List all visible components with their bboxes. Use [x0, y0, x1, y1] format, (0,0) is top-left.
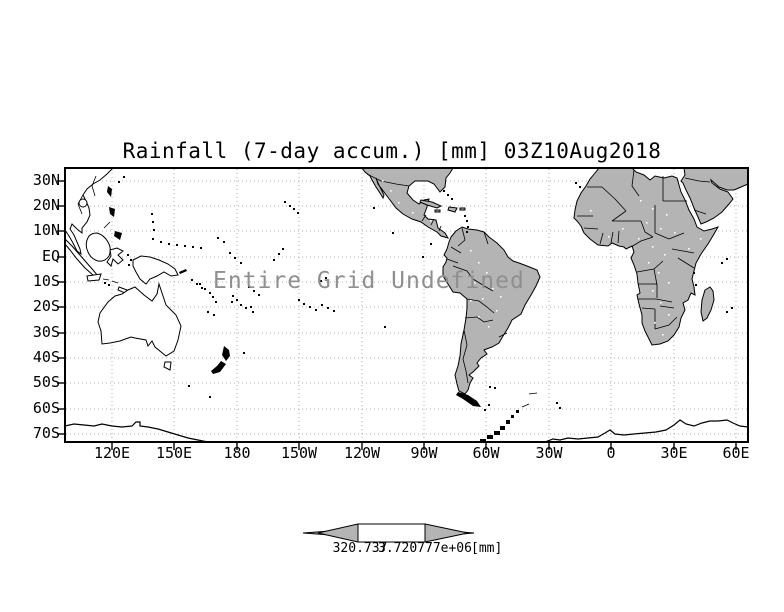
philippines-luzon — [109, 207, 115, 217]
hainan-island — [78, 198, 88, 208]
undefined-grid-message: Entire Grid Undefined — [213, 268, 525, 294]
y-axis-label: 10S — [32, 272, 60, 290]
y-axis-label: EQ — [41, 247, 60, 265]
x-axis-label: 150E — [155, 444, 193, 462]
x-axis-label: 30E — [660, 444, 688, 462]
y-axis-label: 40S — [32, 348, 60, 366]
y-axis-label: 30S — [32, 323, 60, 341]
java-island — [86, 273, 102, 282]
new-zealand-south — [211, 361, 226, 374]
axis-tick-marks — [57, 180, 737, 450]
jamaica-island — [434, 209, 441, 213]
philippines-mindanao — [114, 231, 122, 240]
x-axis-label: 60E — [722, 444, 750, 462]
hispaniola-island — [447, 206, 458, 213]
tasmania-island — [163, 361, 172, 371]
y-axis-label: 20S — [32, 297, 60, 315]
y-axis-label: 10N — [32, 221, 60, 239]
y-axis-label: 30N — [32, 171, 60, 189]
borneo-island — [85, 232, 111, 262]
land-speckle-noise — [382, 180, 702, 336]
australia-coastline — [97, 282, 182, 357]
arabia-coastline — [680, 169, 747, 225]
x-axis-label: 90W — [410, 444, 438, 462]
antarctica-coast-west — [66, 421, 207, 441]
map-frame — [64, 167, 749, 443]
x-axis-label: 0 — [606, 444, 616, 462]
small-island-dots — [104, 176, 733, 411]
x-axis-label: 60W — [472, 444, 500, 462]
asia-coastline — [66, 169, 113, 256]
y-axis-label: 20N — [32, 196, 60, 214]
antarctic-peninsula-islands — [480, 410, 519, 441]
new-britain-island — [179, 269, 187, 274]
north-america-coastline — [362, 169, 453, 239]
sulawesi-island — [106, 247, 124, 267]
y-axis-label: 70S — [32, 424, 60, 442]
cuba-island — [419, 199, 443, 209]
tierra-del-fuego — [456, 392, 481, 407]
new-guinea-island — [132, 255, 179, 285]
colorbar-units-label: [mm] — [471, 541, 503, 556]
y-axis-label: 50S — [32, 373, 60, 391]
taiwan-island — [107, 186, 112, 197]
x-axis-label: 120E — [93, 444, 131, 462]
puerto-rico-island — [459, 207, 466, 211]
x-axis-label: 180 — [223, 444, 251, 462]
x-axis-label: 120W — [343, 444, 381, 462]
new-zealand-north — [222, 346, 230, 361]
landmasses — [66, 169, 747, 441]
colorbar-label-right: 3.720777e+06 — [378, 541, 472, 556]
colorbar-arrow — [302, 523, 475, 543]
x-axis-label: 150W — [280, 444, 318, 462]
plot-title: Rainfall (7-day accum.) [mm] 03Z10Aug201… — [122, 139, 662, 163]
colorbar-label-left: 320.737 — [332, 541, 388, 556]
madagascar-island — [700, 286, 715, 322]
x-axis-label: 30W — [535, 444, 563, 462]
y-axis-label: 60S — [32, 399, 60, 417]
antarctica-coast-east — [545, 419, 747, 441]
lat-lon-gridlines — [66, 169, 747, 441]
africa-coastline — [573, 169, 720, 346]
